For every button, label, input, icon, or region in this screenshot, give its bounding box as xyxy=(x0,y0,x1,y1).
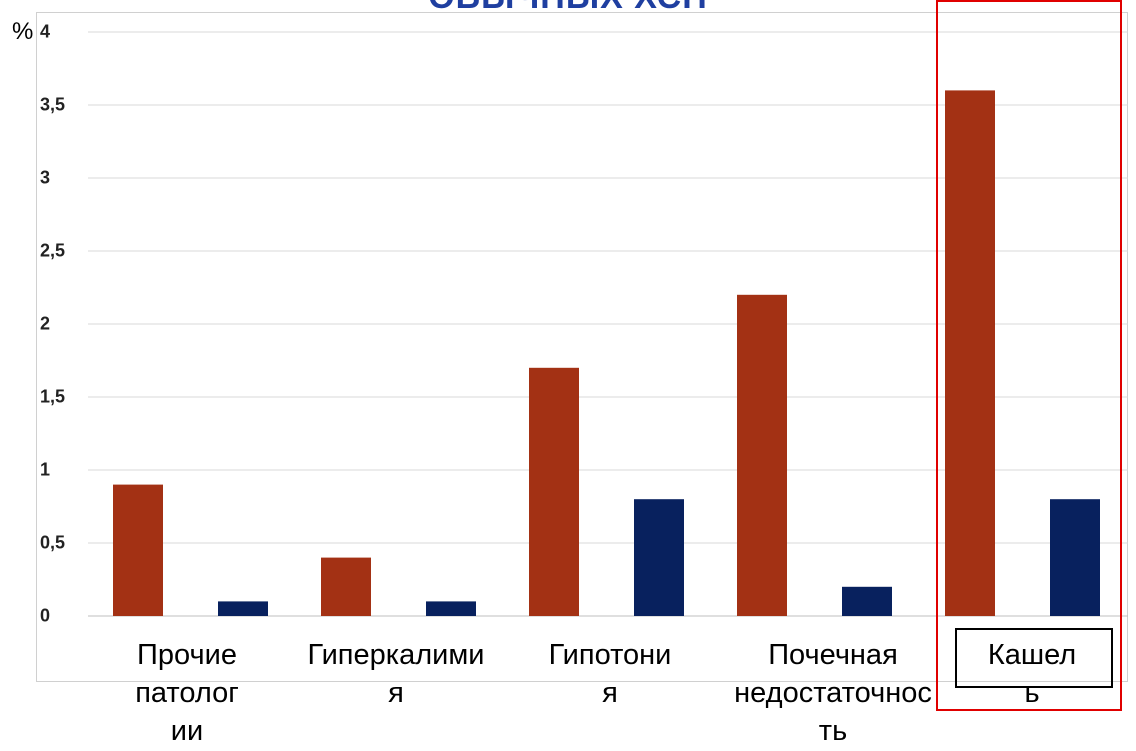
y-tick-label: 3 xyxy=(40,167,51,188)
y-tick-label: 1,5 xyxy=(40,386,66,407)
y-tick-label: 1 xyxy=(40,459,51,480)
bar-series-2 xyxy=(634,499,684,616)
y-tick-label: 3,5 xyxy=(40,94,66,115)
y-tick-label: 2 xyxy=(40,313,51,334)
bar-series-2 xyxy=(426,601,476,616)
bar-series-1 xyxy=(737,294,787,616)
y-axis-label: % xyxy=(12,18,34,45)
y-tick-label: 2,5 xyxy=(40,240,66,261)
plot-area-border xyxy=(36,12,1128,682)
bar-series-1 xyxy=(113,484,163,616)
bar-series-2 xyxy=(842,586,892,616)
y-tick-label: 4 xyxy=(40,21,51,42)
x-category-label: Кашел ь xyxy=(987,639,1077,709)
x-category-label: Гиперкалими я xyxy=(307,639,485,709)
x-category-label: Почечная недостаточнос ть xyxy=(734,639,932,747)
bar-series-1 xyxy=(321,557,371,616)
category-label-box xyxy=(955,628,1113,688)
y-tick-label: 0 xyxy=(40,605,51,626)
bar-series-1 xyxy=(945,90,995,616)
highlight-box xyxy=(936,0,1122,711)
bar-series-1 xyxy=(529,367,579,616)
chart-title: ОБЫЧНЫХ ХСН xyxy=(0,0,1136,17)
bar-series-2 xyxy=(1050,499,1100,616)
x-category-label: Прочие патолог ии xyxy=(135,639,239,747)
y-tick-label: 0,5 xyxy=(40,532,66,553)
bar-series-2 xyxy=(218,601,268,616)
x-category-label: Гипотони я xyxy=(548,639,672,709)
